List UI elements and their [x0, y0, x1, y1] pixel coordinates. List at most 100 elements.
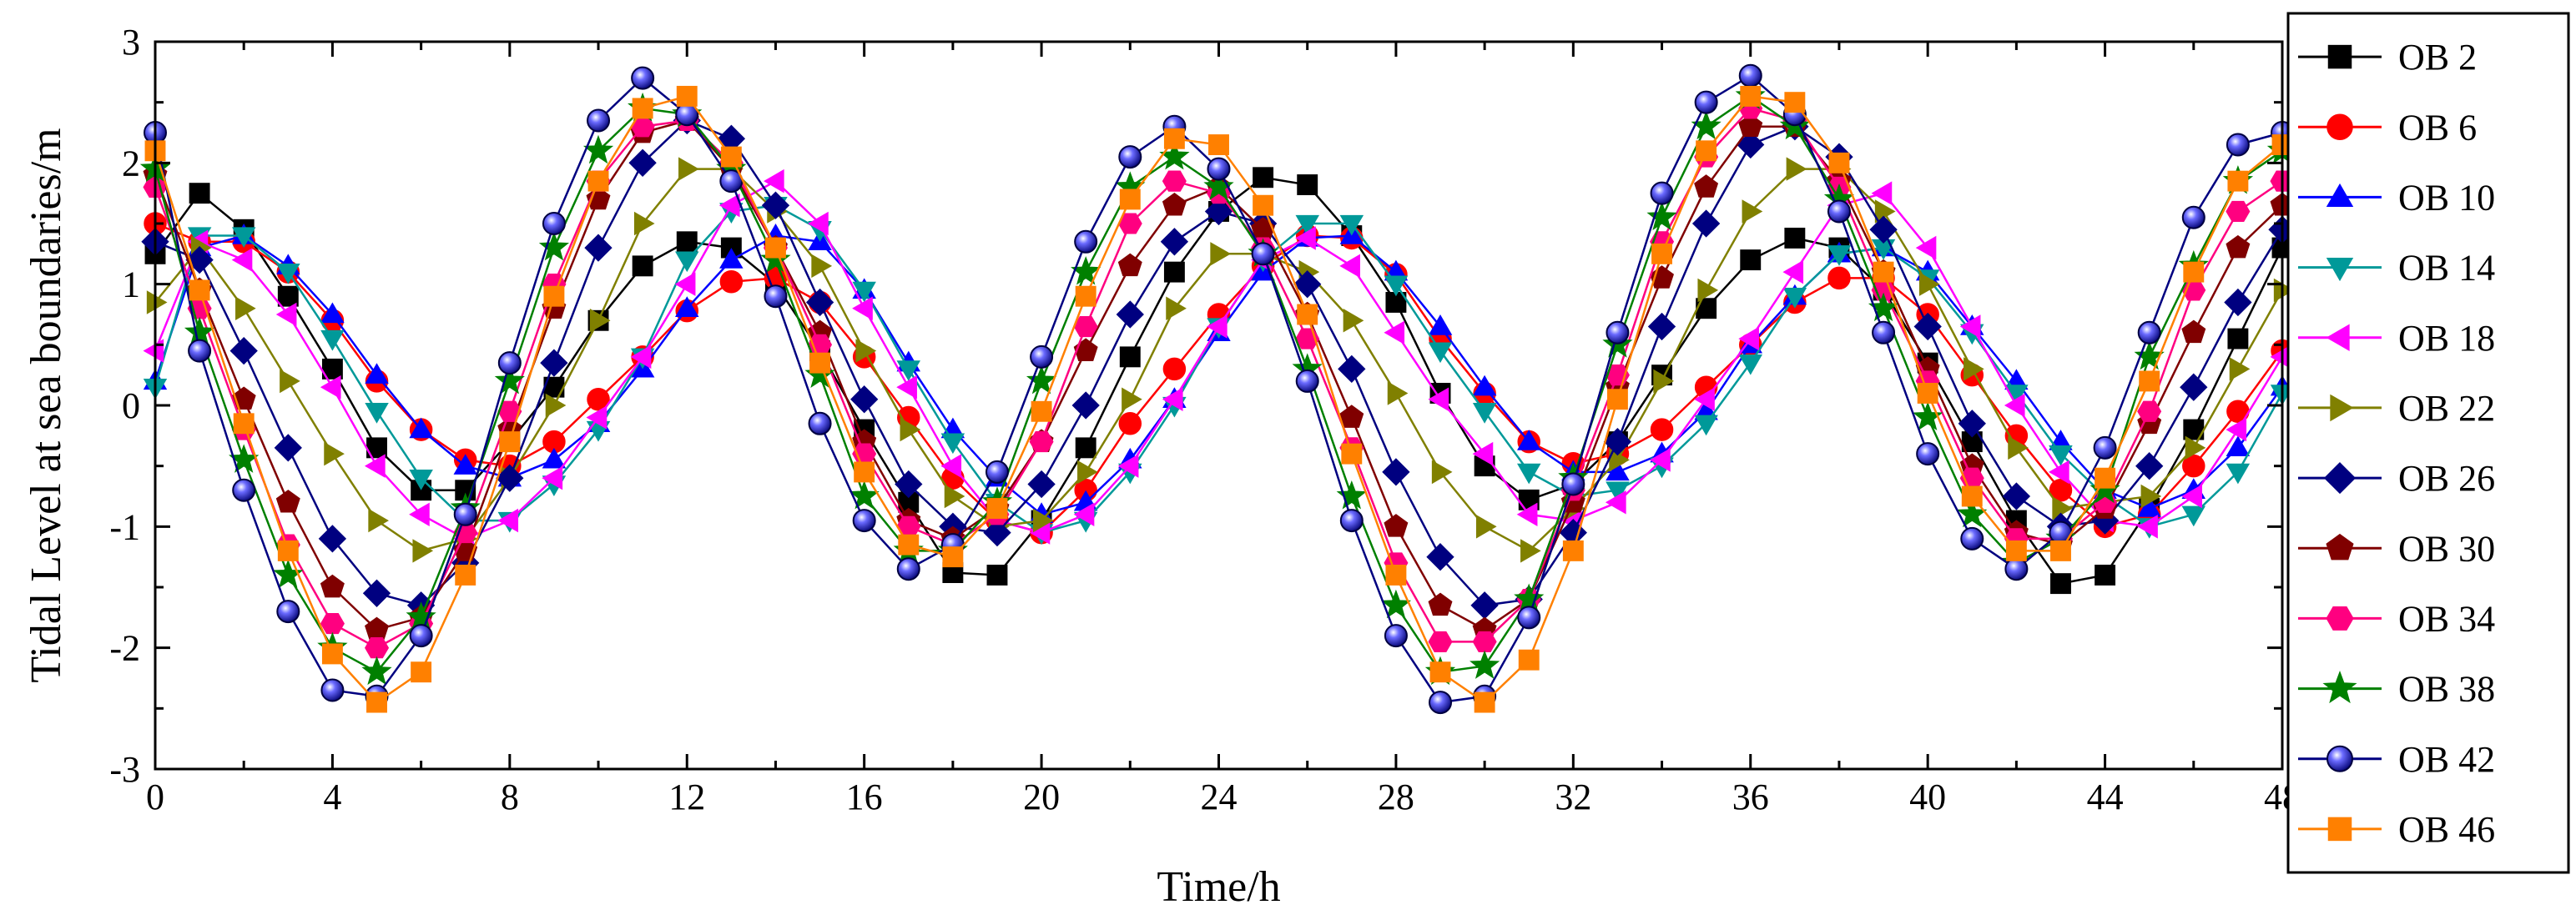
data-point	[235, 296, 256, 321]
legend-label: OB 18	[2398, 318, 2495, 359]
data-point	[276, 600, 300, 624]
data-point	[633, 211, 655, 236]
data-point	[1030, 344, 1054, 369]
data-point	[1075, 437, 1096, 459]
data-point	[1207, 157, 1231, 181]
data-point	[1740, 249, 1762, 271]
data-point	[1650, 181, 1674, 205]
data-point	[2181, 484, 2202, 509]
data-point	[1295, 214, 1320, 236]
data-point	[1119, 346, 1141, 368]
data-point	[718, 194, 740, 218]
legend-marker	[2326, 113, 2353, 140]
data-point	[184, 316, 215, 346]
data-point	[1472, 441, 1494, 466]
data-point	[2140, 484, 2162, 509]
legend-label: OB 14	[2398, 248, 2495, 289]
legend-box	[2286, 12, 2570, 874]
data-point	[2137, 515, 2158, 539]
legend: OB 2 OB 6 OB 10 OB 14 OB 18 OB 22 OB 26 OB 30 OB…	[2286, 12, 2570, 874]
legend-entry: OB 30	[2298, 528, 2495, 569]
data-point	[1203, 171, 1234, 200]
x-axis-title: Time/h	[1157, 863, 1280, 911]
data-point	[320, 329, 345, 351]
data-point	[2182, 454, 2205, 478]
data-point	[2137, 320, 2161, 344]
data-point	[586, 405, 607, 430]
data-point	[764, 168, 784, 194]
data-point	[1428, 342, 1453, 364]
data-point	[1474, 691, 1495, 713]
data-point	[1253, 167, 1274, 189]
data-point	[1961, 485, 1983, 507]
data-point	[1387, 381, 1409, 405]
data-point	[365, 363, 389, 384]
data-point	[1653, 369, 1674, 394]
data-point	[1742, 199, 1763, 224]
data-point	[453, 454, 478, 475]
data-point	[587, 387, 610, 411]
data-point	[273, 559, 304, 588]
data-point	[362, 579, 391, 607]
data-point	[2224, 288, 2252, 317]
data-point	[1341, 443, 1363, 465]
data-point	[1071, 391, 1100, 420]
legend-label: OB 34	[2398, 598, 2495, 639]
data-point	[1606, 320, 1630, 344]
data-point	[185, 245, 214, 274]
x-tick-label: 12	[668, 777, 705, 817]
data-point	[1916, 442, 1940, 466]
data-point	[1472, 375, 1497, 396]
data-point	[808, 211, 829, 236]
data-point	[406, 601, 436, 631]
data-point	[1207, 314, 1228, 339]
data-point	[675, 296, 699, 317]
data-point	[409, 470, 433, 490]
data-point	[1295, 369, 1319, 393]
data-point	[146, 290, 168, 314]
data-point	[1428, 314, 1453, 335]
data-point	[1251, 242, 1275, 266]
data-point	[320, 678, 345, 702]
data-point	[321, 643, 343, 665]
data-point	[368, 508, 389, 533]
data-point	[1117, 454, 1139, 478]
data-point	[320, 375, 341, 400]
legend-entry: OB 2	[2298, 37, 2477, 78]
data-point	[1026, 364, 1057, 395]
legend-label: OB 6	[2398, 107, 2477, 148]
data-point	[2004, 393, 2025, 418]
data-point	[1827, 266, 1851, 290]
data-point	[2181, 205, 2205, 229]
data-point	[761, 191, 790, 219]
data-point	[232, 227, 256, 248]
data-point	[2180, 373, 2208, 401]
data-point	[1122, 387, 1142, 412]
data-point	[1828, 152, 1850, 173]
data-point	[1606, 460, 1630, 481]
data-point	[274, 434, 302, 462]
data-point	[1737, 130, 1765, 159]
y-tick-label: -3	[109, 749, 140, 790]
data-point	[628, 148, 657, 177]
data-point	[630, 344, 652, 370]
data-point	[1073, 338, 1098, 361]
data-point	[1603, 427, 1632, 456]
data-point	[1786, 157, 1807, 181]
data-point	[896, 375, 917, 400]
data-point	[896, 360, 920, 381]
data-point	[540, 349, 568, 377]
legend-marker	[2327, 817, 2352, 842]
data-point	[1518, 649, 1540, 671]
data-point	[277, 285, 299, 307]
data-point	[584, 234, 612, 262]
data-point	[496, 464, 524, 492]
legend-entry: OB 10	[2298, 177, 2495, 218]
data-point	[366, 691, 387, 713]
data-point	[497, 508, 519, 533]
data-point	[2181, 505, 2205, 527]
data-point	[494, 364, 525, 395]
data-point	[940, 454, 962, 478]
data-point	[1429, 691, 1453, 715]
